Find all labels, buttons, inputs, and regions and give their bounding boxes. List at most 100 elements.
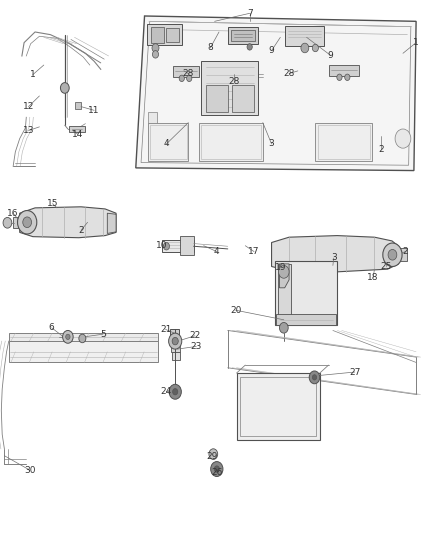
Text: 3: 3 [331, 254, 337, 262]
Text: 27: 27 [349, 368, 360, 376]
Text: 16: 16 [7, 209, 19, 217]
Circle shape [312, 375, 317, 380]
Circle shape [173, 389, 178, 395]
Circle shape [66, 334, 70, 340]
Circle shape [383, 243, 402, 266]
Polygon shape [75, 102, 81, 109]
Text: 1: 1 [413, 38, 419, 47]
Text: 25: 25 [381, 262, 392, 271]
Text: 23: 23 [191, 342, 202, 351]
Polygon shape [237, 373, 320, 440]
Text: 17: 17 [248, 247, 260, 256]
Polygon shape [173, 66, 199, 77]
Circle shape [388, 249, 397, 260]
Text: 14: 14 [72, 130, 84, 139]
Polygon shape [147, 24, 182, 45]
Polygon shape [172, 352, 180, 360]
Circle shape [152, 51, 159, 58]
Circle shape [345, 74, 350, 80]
Polygon shape [107, 213, 116, 233]
Polygon shape [285, 26, 324, 46]
Text: 4: 4 [164, 140, 169, 148]
Polygon shape [180, 236, 194, 255]
Polygon shape [279, 264, 289, 288]
Text: 10: 10 [156, 241, 168, 249]
Text: 5: 5 [100, 330, 106, 338]
Polygon shape [9, 333, 158, 341]
Circle shape [187, 75, 192, 82]
Text: 2: 2 [378, 145, 384, 154]
Circle shape [279, 322, 288, 333]
Text: 1: 1 [30, 70, 36, 79]
Circle shape [179, 75, 184, 82]
Circle shape [18, 211, 37, 234]
Circle shape [214, 466, 219, 472]
Text: 15: 15 [47, 199, 58, 208]
Text: 26: 26 [211, 469, 223, 477]
Polygon shape [199, 123, 263, 161]
Circle shape [312, 44, 318, 52]
Text: 2: 2 [403, 247, 408, 256]
Polygon shape [20, 207, 116, 238]
Text: 13: 13 [23, 126, 34, 135]
Text: 11: 11 [88, 106, 100, 115]
Polygon shape [278, 264, 291, 320]
Polygon shape [328, 65, 359, 76]
Circle shape [301, 43, 309, 53]
Polygon shape [148, 123, 188, 161]
Circle shape [172, 337, 178, 345]
Text: 22: 22 [189, 332, 201, 340]
Text: 9: 9 [268, 46, 275, 55]
Circle shape [309, 371, 320, 384]
Polygon shape [206, 85, 228, 112]
Text: 2: 2 [78, 226, 84, 235]
Text: 12: 12 [23, 102, 34, 111]
Circle shape [3, 217, 12, 228]
Text: 24: 24 [161, 387, 172, 396]
Text: 28: 28 [183, 69, 194, 78]
Polygon shape [170, 329, 179, 337]
Text: 20: 20 [230, 306, 241, 314]
Circle shape [279, 265, 289, 278]
Text: 29: 29 [207, 453, 218, 461]
Polygon shape [228, 27, 258, 44]
Text: 6: 6 [49, 324, 55, 332]
Text: 30: 30 [24, 466, 35, 474]
Circle shape [169, 384, 181, 399]
Polygon shape [13, 217, 21, 228]
Polygon shape [136, 16, 416, 171]
Text: 18: 18 [367, 273, 379, 281]
Polygon shape [69, 126, 85, 132]
Circle shape [163, 243, 170, 250]
Polygon shape [232, 85, 254, 112]
Text: 28: 28 [283, 69, 295, 78]
Circle shape [337, 74, 342, 80]
Circle shape [211, 462, 223, 477]
Text: 9: 9 [328, 51, 334, 60]
Circle shape [169, 333, 182, 349]
Text: 19: 19 [275, 263, 286, 272]
Polygon shape [166, 28, 179, 42]
Polygon shape [148, 112, 157, 123]
Text: 28: 28 [229, 77, 240, 85]
Text: 7: 7 [247, 9, 253, 18]
Circle shape [63, 330, 73, 343]
Polygon shape [399, 248, 407, 261]
Text: 4: 4 [214, 247, 219, 256]
Circle shape [79, 334, 86, 343]
Circle shape [60, 83, 69, 93]
Polygon shape [162, 240, 194, 252]
Circle shape [395, 129, 411, 148]
Text: 21: 21 [160, 325, 171, 334]
Polygon shape [151, 27, 164, 43]
Polygon shape [201, 61, 258, 115]
Polygon shape [231, 30, 255, 41]
Polygon shape [315, 123, 372, 161]
Circle shape [152, 44, 159, 52]
Circle shape [23, 217, 32, 228]
Polygon shape [275, 261, 337, 325]
Circle shape [247, 44, 252, 50]
Text: 8: 8 [207, 44, 213, 52]
Polygon shape [276, 314, 336, 325]
Polygon shape [272, 236, 399, 272]
